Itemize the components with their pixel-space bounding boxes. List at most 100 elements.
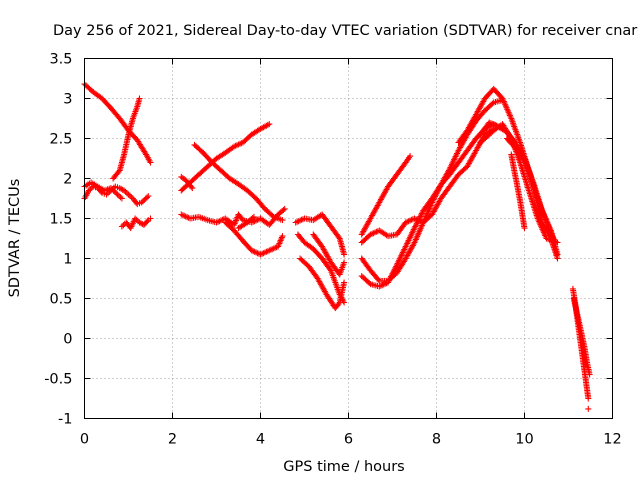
data-point-run: [430, 183, 443, 201]
data-point: [585, 395, 592, 402]
series-track-n: [297, 255, 348, 312]
data-point-run: [100, 96, 113, 110]
data-point: [118, 223, 125, 230]
plot-frame: [84, 58, 613, 419]
series-track-end: [585, 405, 592, 412]
data-point-run: [368, 268, 382, 283]
data-point: [107, 185, 114, 192]
data-point-run: [135, 138, 149, 157]
data-point-run: [311, 232, 325, 249]
data-point-run: [491, 87, 505, 101]
data-point-run: [237, 220, 249, 231]
data-point: [586, 371, 593, 378]
data-point-run: [574, 313, 584, 332]
data-point-run: [228, 176, 240, 187]
data-point-run: [328, 224, 342, 241]
data-point-run: [267, 212, 280, 227]
data-points: [81, 81, 593, 412]
x-tick-label: 6: [344, 432, 353, 448]
data-point-run: [360, 274, 373, 286]
x-axis-label: GPS time / hours: [283, 459, 404, 475]
data-point-run: [508, 117, 523, 144]
series-track-v: [477, 121, 561, 246]
data-point-run: [232, 228, 245, 243]
y-tick-label: 1: [63, 252, 72, 268]
series-track-s: [358, 125, 497, 246]
data-point-run: [179, 212, 192, 221]
data-point-run: [306, 264, 320, 281]
data-point-run: [386, 172, 399, 189]
y-tick-label: 3: [63, 92, 72, 108]
data-point-run: [87, 184, 95, 193]
x-tick-label: 0: [80, 432, 89, 448]
data-point-run: [333, 300, 342, 310]
data-point-run: [483, 100, 496, 113]
data-point-run: [303, 240, 315, 251]
data-point-run: [421, 196, 435, 213]
data-point: [281, 205, 288, 212]
x-tick-label: 12: [603, 432, 621, 448]
data-point: [118, 195, 125, 202]
data-point-run: [320, 256, 333, 273]
data-point-run: [439, 172, 452, 187]
series-track-a: [81, 81, 154, 166]
data-point-run: [328, 269, 338, 284]
series-track-h: [178, 205, 288, 228]
data-point: [554, 255, 561, 262]
y-tick-label: 0: [63, 332, 72, 348]
data-point: [147, 159, 154, 166]
data-point-run: [201, 151, 214, 165]
data-point-run: [377, 228, 390, 239]
data-point-run: [267, 244, 280, 253]
data-point-run: [245, 215, 256, 225]
y-tick-label: 3.5: [49, 52, 72, 68]
data-point-run: [188, 172, 201, 185]
tick-labels: 0 2 4 6 8 10 12 -1 -0.5 0 0.5 1 1.5 2 2.5 3 3.5: [44, 52, 622, 448]
series-track-w: [503, 135, 561, 262]
data-point-run: [183, 178, 195, 190]
data-point-run: [583, 381, 592, 400]
data-point: [341, 251, 348, 258]
data-point-run: [478, 128, 496, 145]
data-point: [125, 191, 132, 198]
data-point-run: [144, 153, 153, 164]
data-point-run: [197, 214, 209, 223]
data-point-run: [526, 189, 541, 220]
data-point-run: [298, 256, 311, 269]
data-point: [341, 259, 348, 266]
data-point-run: [394, 245, 408, 267]
series-track-o: [310, 231, 348, 278]
data-point-run: [505, 136, 518, 150]
data-point-run: [456, 133, 470, 152]
data-point-run: [103, 185, 113, 193]
data-point-run: [403, 154, 412, 164]
data-point-run: [121, 133, 132, 156]
data-point-run: [142, 218, 151, 227]
data-point-run: [522, 161, 536, 188]
series-track-b: [110, 95, 143, 182]
y-tick-label: 1.5: [49, 212, 72, 228]
data-point-run: [82, 189, 91, 200]
data-point-run: [447, 149, 461, 171]
data-point-run: [237, 182, 249, 193]
series-track-q: [358, 97, 506, 284]
data-point-run: [210, 160, 223, 173]
data-point-run: [337, 237, 347, 256]
data-point-run: [456, 164, 469, 177]
data-point: [521, 225, 528, 232]
data-point-run: [117, 153, 127, 172]
series-track-x: [508, 151, 528, 232]
data-point-run: [337, 261, 347, 276]
data-point-run: [263, 207, 276, 219]
data-point-run: [377, 280, 390, 289]
data-point: [147, 215, 154, 222]
series-track-p: [358, 153, 414, 238]
series-track-k: [235, 213, 257, 232]
series-track-c: [81, 183, 152, 208]
data-point-run: [276, 207, 287, 217]
data-point-run: [311, 247, 324, 261]
series-track-j: [222, 219, 286, 258]
data-point-run: [368, 201, 382, 220]
data-point-run: [131, 196, 140, 206]
